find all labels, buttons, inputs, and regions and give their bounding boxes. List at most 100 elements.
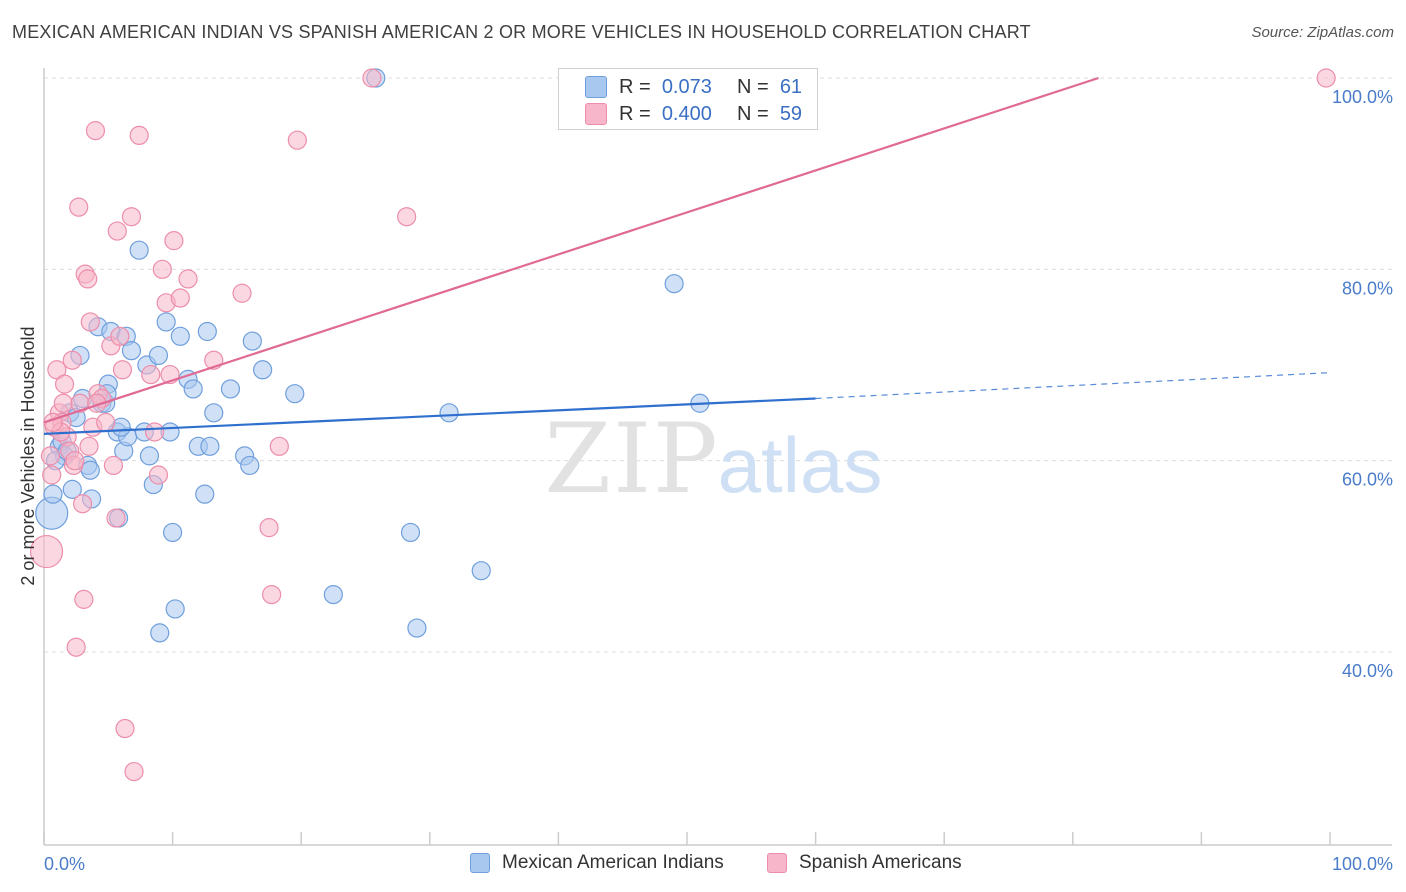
r-label: R = bbox=[619, 102, 651, 125]
point-mexican-american-indians bbox=[253, 360, 273, 380]
point-spanish-americans bbox=[53, 393, 73, 413]
point-mexican-american-indians bbox=[62, 479, 82, 499]
n-value: 61 bbox=[779, 75, 803, 98]
point-spanish-americans bbox=[107, 221, 127, 241]
y-tick-label: 40.0% bbox=[1342, 661, 1393, 681]
point-mexican-american-indians bbox=[165, 599, 185, 619]
point-mexican-american-indians bbox=[407, 618, 427, 638]
point-spanish-americans bbox=[170, 288, 190, 308]
r-label: R = bbox=[619, 75, 651, 98]
y-tick-labels: 40.0% 60.0% 80.0% 100.0% bbox=[1332, 87, 1393, 681]
point-spanish-americans bbox=[72, 494, 93, 514]
legend-swatch-pink bbox=[767, 853, 787, 873]
point-spanish-americans bbox=[29, 534, 64, 569]
trend-line-extension bbox=[815, 372, 1331, 400]
point-mexican-american-indians bbox=[139, 446, 160, 466]
watermark-atlas: atlas bbox=[718, 421, 883, 509]
point-spanish-americans bbox=[42, 465, 62, 485]
point-spanish-americans bbox=[164, 231, 184, 251]
point-spanish-americans bbox=[129, 125, 149, 145]
point-spanish-americans bbox=[362, 68, 382, 88]
point-spanish-americans bbox=[152, 259, 172, 279]
legend-item-pink[interactable]: Spanish Americans bbox=[767, 852, 962, 874]
point-spanish-americans bbox=[66, 637, 86, 657]
point-mexican-american-indians bbox=[183, 379, 203, 399]
watermark-zip: ZIP bbox=[544, 403, 719, 515]
point-mexican-american-indians bbox=[121, 341, 142, 361]
point-mexican-american-indians bbox=[170, 326, 190, 346]
point-spanish-americans bbox=[397, 207, 417, 227]
point-spanish-americans bbox=[262, 584, 282, 605]
trend-line-spanish-americans bbox=[43, 76, 1099, 424]
point-mexican-american-indians bbox=[43, 484, 63, 504]
point-spanish-americans bbox=[144, 422, 165, 442]
point-mexican-american-indians bbox=[323, 584, 343, 605]
gridlines bbox=[44, 77, 1392, 653]
point-spanish-americans bbox=[124, 761, 144, 782]
trend-lines bbox=[43, 76, 1331, 435]
source-label: Source: ZipAtlas.com bbox=[1251, 24, 1394, 41]
y-tick-label: 60.0% bbox=[1342, 470, 1393, 490]
point-spanish-americans bbox=[96, 412, 116, 432]
legend-item-blue[interactable]: Mexican American Indians bbox=[470, 852, 724, 874]
point-mexican-american-indians bbox=[200, 436, 220, 456]
point-spanish-americans bbox=[1316, 68, 1336, 88]
point-spanish-americans bbox=[79, 436, 99, 456]
point-spanish-americans bbox=[148, 465, 169, 485]
legend-label-pink: Spanish Americans bbox=[799, 852, 962, 873]
point-mexican-american-indians bbox=[220, 379, 241, 399]
r-value: 0.073 bbox=[661, 75, 712, 98]
point-spanish-americans bbox=[141, 364, 161, 385]
point-mexican-american-indians bbox=[150, 623, 170, 643]
n-label: N = bbox=[737, 75, 769, 98]
y-axis-label: 2 or more Vehicles in Household bbox=[18, 326, 38, 585]
point-spanish-americans bbox=[287, 130, 307, 150]
point-mexican-american-indians bbox=[439, 403, 459, 423]
point-mexican-american-indians bbox=[129, 240, 149, 260]
legend-swatch-blue bbox=[470, 853, 490, 873]
point-mexican-american-indians bbox=[285, 384, 305, 404]
point-mexican-american-indians bbox=[156, 312, 176, 332]
x-tick-label-left: 0.0% bbox=[44, 854, 85, 874]
stats-row-pink: R = 0.400 N = 59 bbox=[585, 101, 802, 127]
x-tick-label-right: 100.0% bbox=[1332, 854, 1393, 874]
point-spanish-americans bbox=[69, 197, 89, 217]
point-spanish-americans bbox=[106, 508, 126, 528]
point-spanish-americans bbox=[103, 455, 124, 476]
n-value: 59 bbox=[779, 102, 803, 125]
point-spanish-americans bbox=[115, 718, 135, 739]
stats-legend-box: R = 0.073 N = 61 R = 0.400 N = 59 bbox=[558, 68, 818, 130]
point-spanish-americans bbox=[232, 283, 252, 303]
point-spanish-americans bbox=[78, 269, 98, 289]
r-value: 0.400 bbox=[661, 102, 712, 125]
point-spanish-americans bbox=[62, 350, 82, 370]
watermark: ZIP atlas bbox=[544, 403, 882, 515]
pink-swatch bbox=[585, 103, 607, 125]
point-spanish-americans bbox=[110, 326, 130, 346]
point-mexican-american-indians bbox=[148, 345, 169, 366]
point-mexican-american-indians bbox=[240, 455, 260, 476]
point-mexican-american-indians bbox=[204, 403, 224, 423]
point-mexican-american-indians bbox=[471, 561, 491, 581]
blue-swatch bbox=[585, 76, 607, 98]
point-spanish-americans bbox=[40, 446, 61, 466]
point-mexican-american-indians bbox=[400, 522, 421, 543]
y-tick-label: 100.0% bbox=[1332, 87, 1393, 107]
point-spanish-americans bbox=[178, 269, 198, 289]
point-spanish-americans bbox=[112, 360, 133, 380]
point-mexican-american-indians bbox=[664, 274, 684, 294]
point-spanish-americans bbox=[259, 518, 279, 538]
bottom-legend: Mexican American Indians Spanish America… bbox=[0, 850, 1406, 880]
point-spanish-americans bbox=[85, 121, 106, 141]
point-spanish-americans bbox=[65, 451, 85, 471]
point-spanish-americans bbox=[54, 374, 75, 394]
point-mexican-american-indians bbox=[80, 460, 100, 480]
point-mexican-american-indians bbox=[195, 484, 215, 504]
stats-row-blue: R = 0.073 N = 61 bbox=[585, 74, 802, 100]
point-mexican-american-indians bbox=[163, 522, 183, 543]
point-spanish-americans bbox=[74, 589, 94, 609]
y-tick-label: 80.0% bbox=[1342, 278, 1393, 298]
point-spanish-americans bbox=[121, 207, 142, 227]
point-spanish-americans bbox=[80, 312, 100, 332]
